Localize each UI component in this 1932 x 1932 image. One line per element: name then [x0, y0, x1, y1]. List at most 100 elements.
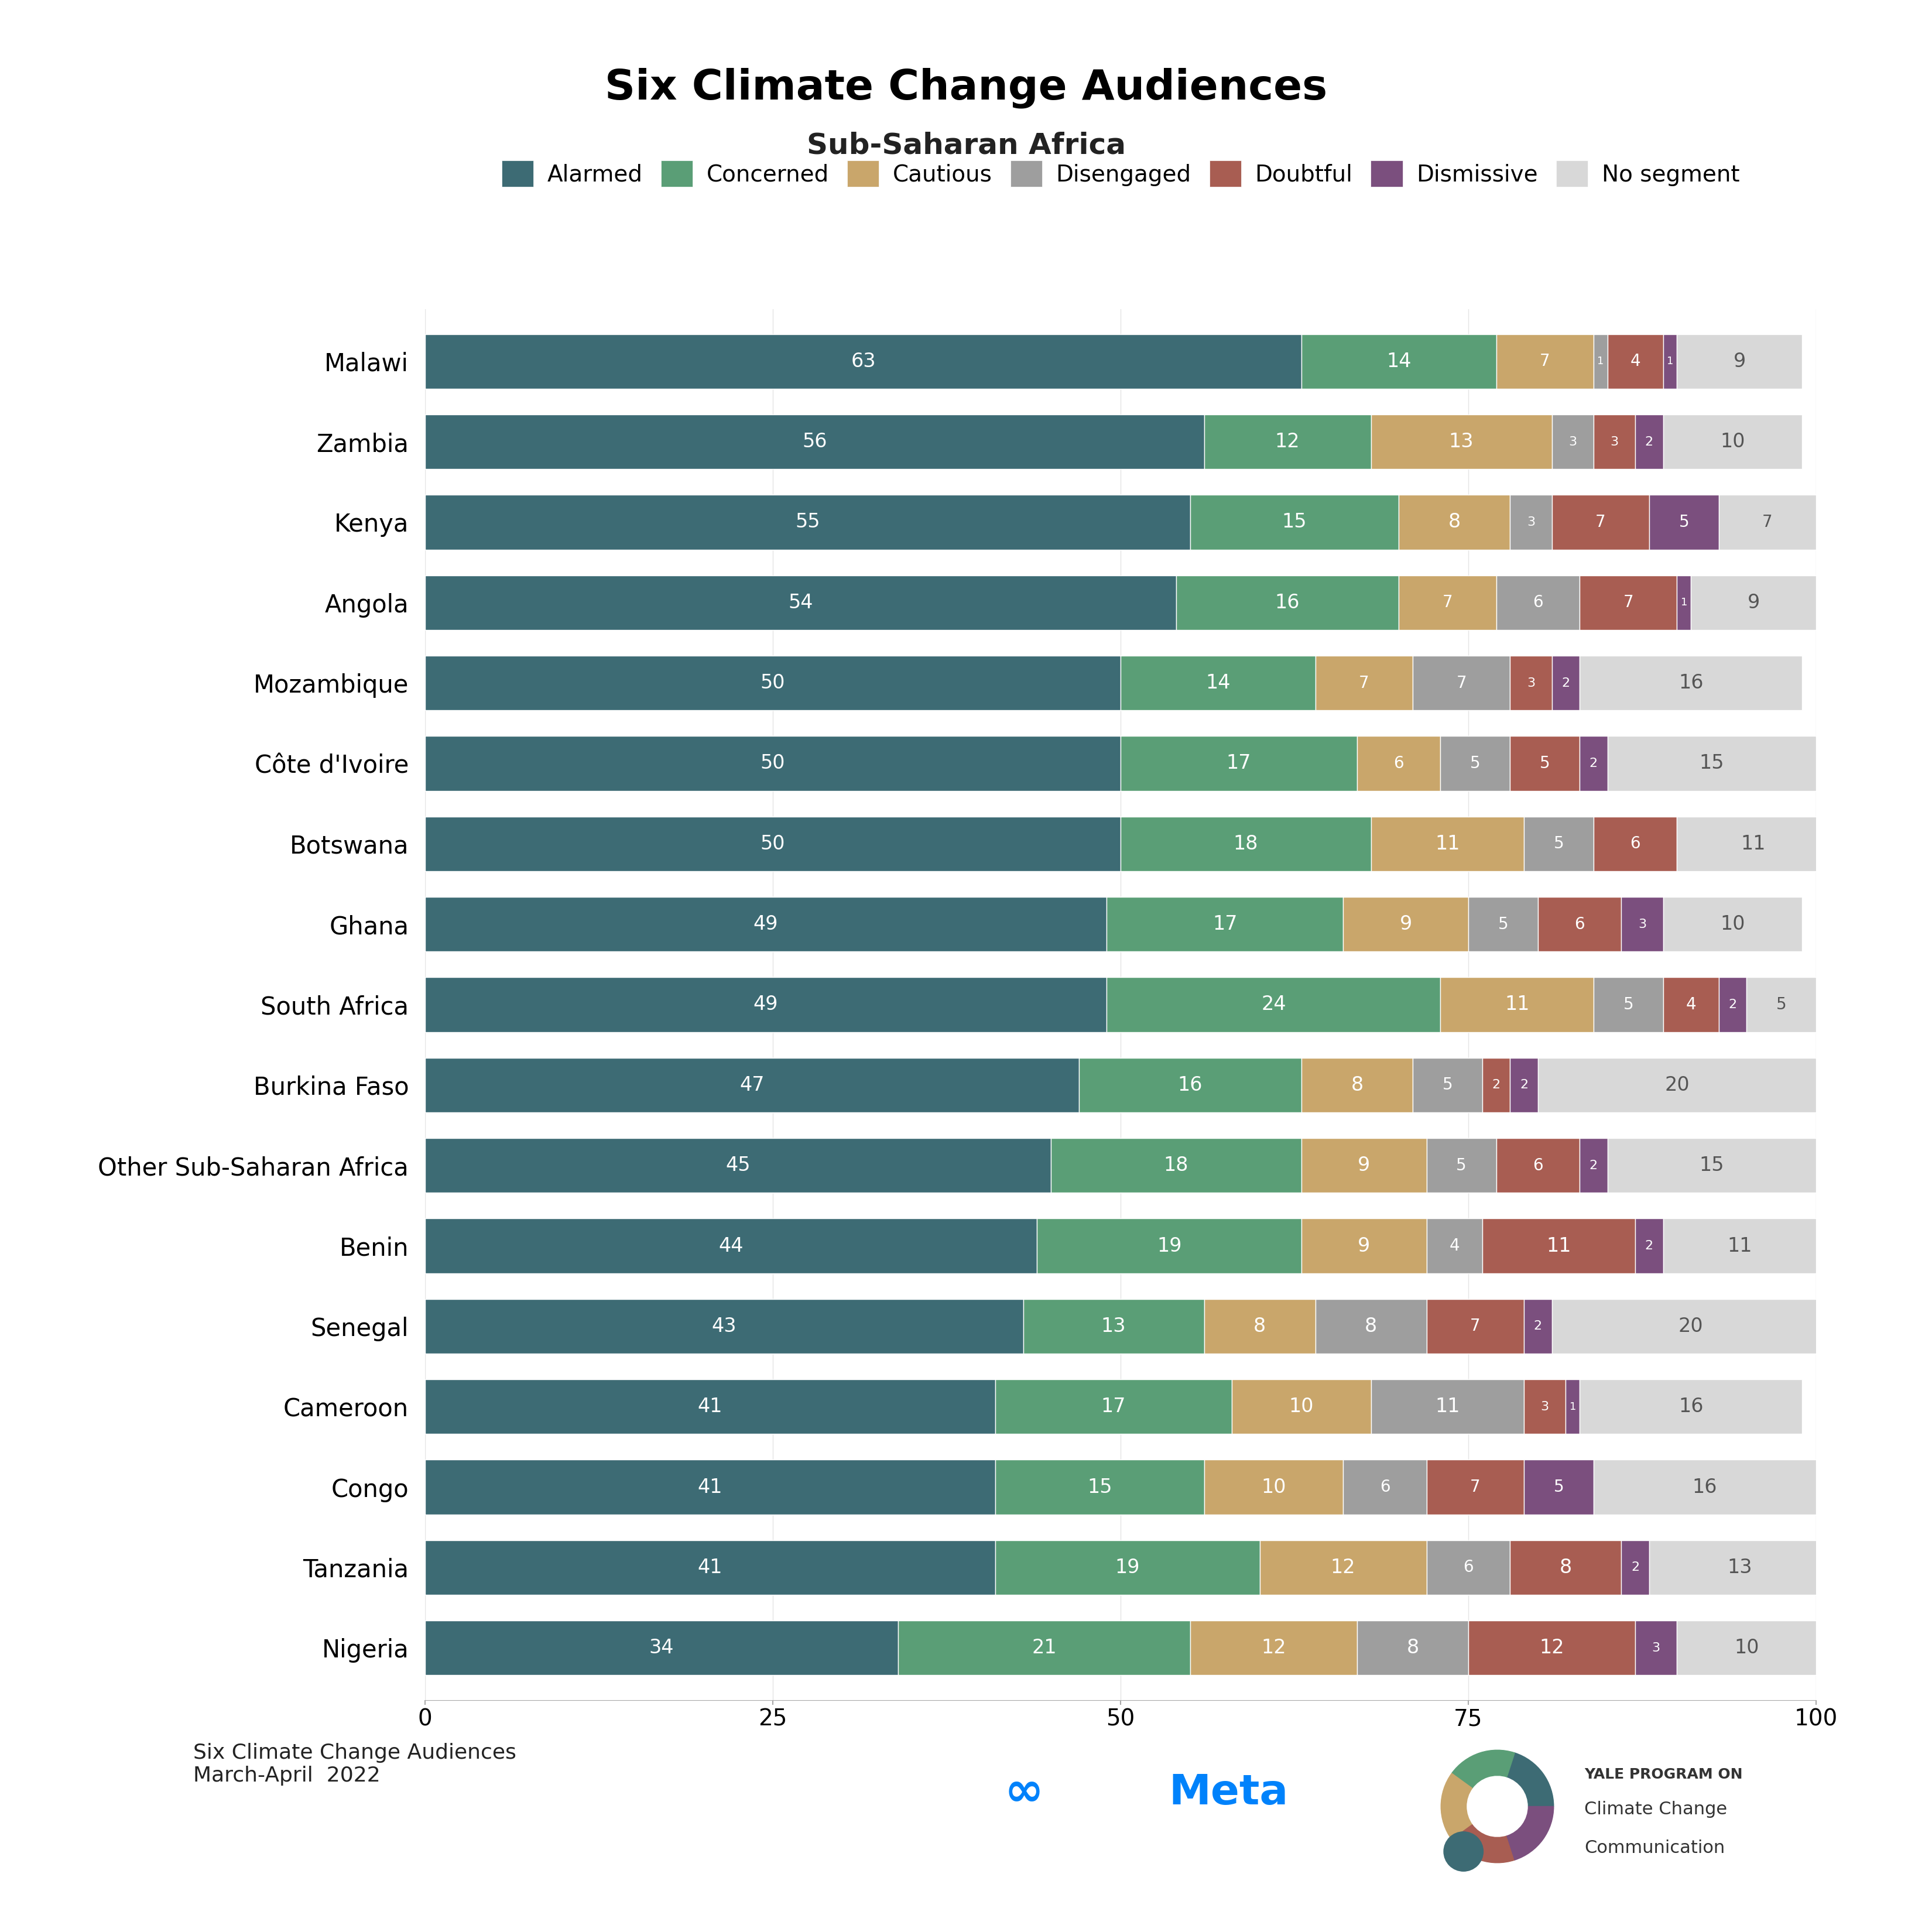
Bar	[1663, 1219, 1816, 1273]
Bar	[1412, 655, 1511, 711]
Bar	[1412, 1057, 1482, 1113]
Text: 18: 18	[1233, 835, 1258, 854]
Bar	[1551, 655, 1580, 711]
Text: 2: 2	[1561, 676, 1571, 690]
Bar	[1399, 495, 1511, 549]
Text: 12: 12	[1540, 1638, 1565, 1658]
Bar	[1677, 1621, 1816, 1675]
Bar	[425, 978, 1107, 1032]
Bar	[1565, 1379, 1580, 1434]
Bar	[995, 1461, 1204, 1515]
Bar	[425, 1379, 995, 1434]
Bar	[1190, 495, 1399, 549]
Bar	[1511, 655, 1551, 711]
Bar	[1177, 576, 1399, 630]
Text: 2: 2	[1534, 1320, 1542, 1333]
Text: 6: 6	[1631, 837, 1640, 852]
Bar	[1121, 736, 1356, 790]
Bar	[1607, 1138, 1816, 1192]
Text: 9: 9	[1399, 914, 1412, 933]
Text: 15: 15	[1088, 1478, 1113, 1497]
Legend: Alarmed, Concerned, Cautious, Disengaged, Doubtful, Dismissive, No segment: Alarmed, Concerned, Cautious, Disengaged…	[502, 160, 1739, 187]
Text: ∞: ∞	[1005, 1770, 1043, 1816]
Text: 5: 5	[1553, 837, 1563, 852]
Wedge shape	[1451, 1824, 1515, 1862]
Text: 5: 5	[1457, 1157, 1466, 1173]
Wedge shape	[1507, 1806, 1553, 1861]
Bar	[425, 1540, 995, 1594]
Text: 5: 5	[1776, 997, 1787, 1012]
Bar	[1190, 1621, 1356, 1675]
Bar	[1426, 1461, 1524, 1515]
Text: 2: 2	[1729, 999, 1737, 1010]
Bar	[425, 576, 1177, 630]
Text: 19: 19	[1115, 1557, 1140, 1577]
Bar	[425, 655, 1121, 711]
Text: 6: 6	[1532, 1157, 1544, 1173]
Text: 8: 8	[1406, 1638, 1418, 1658]
Bar	[1551, 1298, 1830, 1354]
Bar	[1538, 896, 1621, 952]
Bar	[1441, 978, 1594, 1032]
Text: 18: 18	[1163, 1155, 1188, 1175]
Text: 7: 7	[1457, 674, 1466, 692]
Text: 7: 7	[1540, 354, 1549, 369]
Text: 13: 13	[1727, 1557, 1752, 1577]
Text: 8: 8	[1559, 1557, 1573, 1577]
Text: 15: 15	[1283, 512, 1306, 531]
Bar	[1260, 1540, 1426, 1594]
Text: 1: 1	[1681, 597, 1687, 609]
Bar	[1302, 1219, 1426, 1273]
Text: 9: 9	[1358, 1236, 1370, 1256]
Text: 2: 2	[1644, 1240, 1654, 1252]
Bar	[425, 1621, 898, 1675]
Text: 34: 34	[649, 1638, 674, 1658]
Bar	[1511, 1057, 1538, 1113]
Text: 2: 2	[1590, 1159, 1598, 1171]
Text: 2: 2	[1631, 1561, 1640, 1573]
Bar	[1495, 1138, 1580, 1192]
Bar	[425, 736, 1121, 790]
Bar	[898, 1621, 1190, 1675]
Text: 9: 9	[1747, 593, 1760, 612]
Text: 16: 16	[1679, 674, 1704, 694]
Bar	[1302, 1138, 1426, 1192]
Text: 12: 12	[1262, 1638, 1287, 1658]
Text: 41: 41	[697, 1397, 723, 1416]
Text: 8: 8	[1254, 1316, 1265, 1335]
Text: 11: 11	[1741, 835, 1766, 854]
Bar	[1607, 736, 1816, 790]
Bar	[1482, 1057, 1511, 1113]
Bar	[425, 415, 1204, 469]
Text: 5: 5	[1623, 997, 1633, 1012]
Bar	[425, 1138, 1051, 1192]
Bar	[1356, 736, 1441, 790]
Text: 17: 17	[1101, 1397, 1126, 1416]
Text: 6: 6	[1379, 1478, 1389, 1495]
Wedge shape	[1451, 1750, 1515, 1789]
Bar	[1663, 896, 1803, 952]
Wedge shape	[1507, 1752, 1553, 1806]
Text: 3: 3	[1526, 676, 1536, 690]
Text: 12: 12	[1275, 433, 1300, 452]
Bar	[1607, 334, 1663, 388]
Bar	[1747, 978, 1816, 1032]
Text: 6: 6	[1532, 595, 1544, 611]
Text: 56: 56	[802, 433, 827, 452]
Text: 20: 20	[1665, 1076, 1689, 1095]
Text: Meta: Meta	[1169, 1774, 1289, 1812]
Bar	[1511, 1540, 1621, 1594]
Bar	[1594, 978, 1663, 1032]
Text: 5: 5	[1497, 916, 1509, 933]
Text: 10: 10	[1719, 914, 1745, 933]
Text: 21: 21	[1032, 1638, 1057, 1658]
Bar	[1677, 576, 1690, 630]
Bar	[1426, 1138, 1495, 1192]
Bar	[1302, 1057, 1412, 1113]
Bar	[425, 1298, 1024, 1354]
Text: Six Climate Change Audiences
March-April  2022: Six Climate Change Audiences March-April…	[193, 1743, 516, 1785]
Text: 9: 9	[1358, 1155, 1370, 1175]
Bar	[1302, 334, 1495, 388]
Bar	[1663, 334, 1677, 388]
Bar	[1204, 1461, 1343, 1515]
